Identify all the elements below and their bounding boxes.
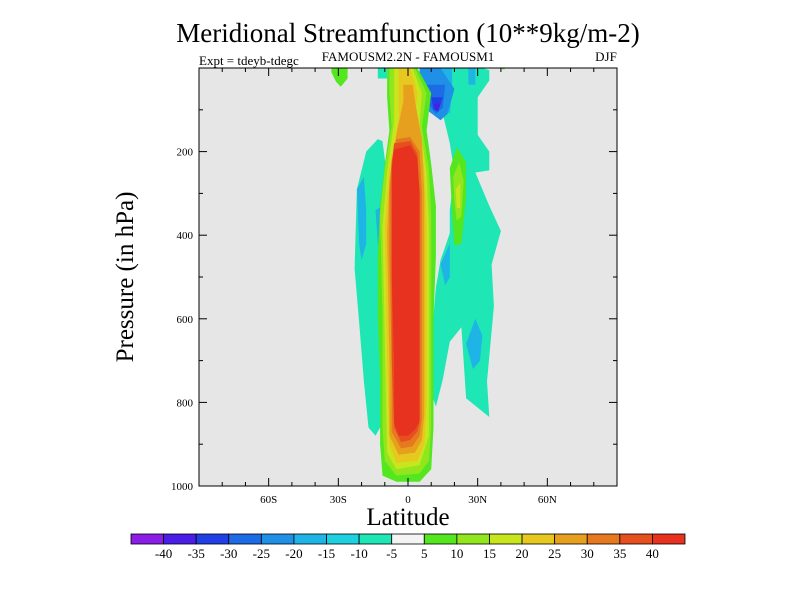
- contour-region-26: [391, 145, 420, 436]
- colorbar-swatch: [652, 533, 686, 545]
- colorbar-label: -10: [350, 546, 367, 561]
- y-axis-ticks: 200 400 600 800 1000: [171, 109, 617, 493]
- colorbar-swatch: [326, 533, 360, 545]
- colorbar-swatch: [554, 533, 588, 545]
- colorbar-swatch: [489, 533, 523, 545]
- colorbar-swatch: [358, 533, 393, 545]
- model-difference-label: FAMOUSM2.2N - FAMOUSM1: [322, 49, 495, 64]
- colorbar-label: -35: [188, 546, 205, 561]
- colorbar-label: 5: [421, 546, 428, 561]
- colorbar-swatch: [293, 533, 327, 545]
- colorbar-label: -30: [220, 546, 237, 561]
- colorbar-swatch: [391, 533, 425, 545]
- contour-region-0: [331, 68, 348, 87]
- y-tick-label: 600: [177, 314, 194, 326]
- y-tick-label: 200: [177, 147, 194, 159]
- contour-region-11: [466, 318, 483, 369]
- chart-title: Meridional Streamfunction (10**9kg/m-2): [176, 18, 639, 48]
- contour-region-18: [455, 182, 461, 208]
- colorbar-swatch: [586, 533, 621, 545]
- x-tick-label: 60N: [538, 494, 557, 506]
- colorbar-label: -5: [386, 546, 397, 561]
- season-label: DJF: [595, 49, 617, 64]
- y-tick-label: 800: [177, 397, 194, 409]
- colorbar-swatch: [130, 533, 164, 545]
- experiment-label: Expt = tdeyb-tdegc: [199, 53, 299, 68]
- colorbar: [130, 533, 686, 545]
- colorbar-label: 35: [613, 546, 626, 561]
- colorbar-label: -15: [318, 546, 335, 561]
- contour-region-3: [377, 68, 388, 79]
- x-tick-label: 60S: [260, 494, 277, 506]
- x-tick-label: 0: [405, 494, 411, 506]
- colorbar-label: 25: [548, 546, 561, 561]
- contour-region-10: [440, 243, 450, 286]
- colorbar-swatch: [163, 533, 197, 545]
- x-axis-label: Latitude: [366, 504, 449, 531]
- plot-frame: [198, 67, 618, 487]
- colorbar-swatch: [456, 533, 490, 545]
- contour-region-4: [428, 68, 501, 417]
- x-tick-label: 30S: [330, 494, 347, 506]
- x-tick-label: 30N: [468, 494, 487, 506]
- y-tick-label: 1000: [171, 481, 194, 493]
- colorbar-swatch: [521, 533, 556, 545]
- colorbar-label: -20: [285, 546, 302, 561]
- colorbar-label: 10: [450, 546, 463, 561]
- y-tick-label: 400: [177, 230, 194, 242]
- colorbar-swatch: [195, 533, 230, 545]
- colorbar-label: 30: [581, 546, 594, 561]
- colorbar-labels: -40 -35 -30 -25 -20 -15 -10 -5 5 10 15 20 25 30 35 40: [155, 546, 659, 561]
- colorbar-swatch: [260, 533, 295, 545]
- colorbar-swatch: [228, 533, 262, 545]
- contour-region-6: [356, 176, 367, 261]
- colorbar-swatch: [423, 533, 458, 545]
- colorbar-label: -40: [155, 546, 172, 561]
- contour-region-9: [468, 68, 476, 85]
- colorbar-label: 20: [516, 546, 529, 561]
- colorbar-label: 15: [483, 546, 496, 561]
- colorbar-label: -25: [253, 546, 270, 561]
- colorbar-swatch: [619, 533, 653, 545]
- contour-regions: [331, 68, 506, 482]
- y-axis-label: Pressure (in hPa): [112, 192, 139, 363]
- colorbar-label: 40: [646, 546, 659, 561]
- contour-region-15: [433, 103, 441, 110]
